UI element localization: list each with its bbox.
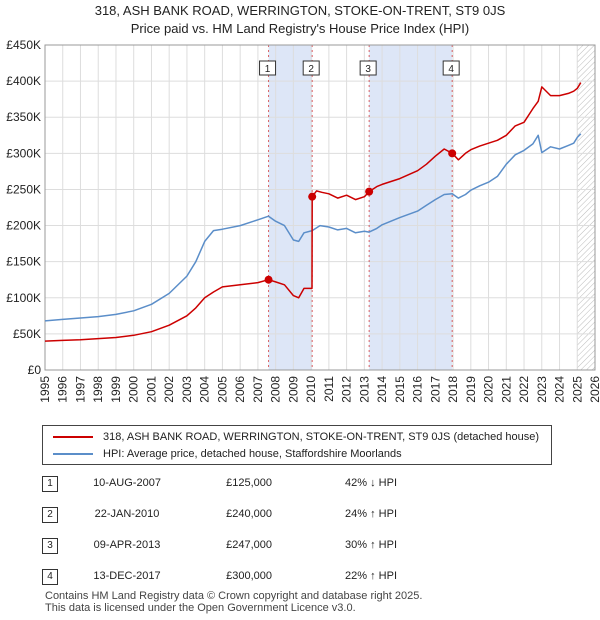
sale-row: 1 10-AUG-2007 £125,000 42% ↓ HPI: [42, 472, 562, 503]
x-tick-label: 2017: [428, 376, 442, 403]
sale-label-box: [359, 60, 377, 76]
x-tick-label: 2012: [340, 376, 354, 403]
sale-price: £300,000: [226, 570, 272, 582]
sale-price: £247,000: [226, 539, 272, 551]
price-chart: £0 £50K £100K £150K £200K £250K £300K £350K £400…: [6, 38, 600, 403]
y-tick-label: £400K: [6, 74, 41, 88]
x-tick-label: 2001: [144, 376, 158, 403]
sale-date: 13-DEC-2017: [93, 570, 161, 582]
sale-hpi-change: 30% ↑ HPI: [345, 539, 397, 551]
sale-series-line: [44, 82, 582, 342]
sale-price: £125,000: [226, 477, 272, 489]
sale-label-number: 3: [365, 64, 371, 75]
x-tick-label: 1997: [73, 376, 87, 403]
x-tick-label: 2009: [286, 376, 300, 403]
legend-swatch-hpi: [53, 453, 93, 455]
y-tick-label: £100K: [6, 291, 41, 305]
y-tick-label: £50K: [13, 327, 41, 341]
x-tick-label: 2024: [553, 376, 567, 403]
footer: Contains HM Land Registry data © Crown c…: [45, 590, 422, 614]
x-tick-label: 2006: [233, 376, 247, 403]
x-tick-label: 2021: [499, 376, 513, 403]
x-tick-label: 2010: [304, 376, 318, 403]
sale-number: 4: [42, 569, 58, 585]
sale-point: [308, 192, 317, 201]
sale-point: [264, 275, 273, 284]
sale-label-box: [442, 60, 460, 76]
y-tick-label: £150K: [6, 255, 41, 269]
x-tick-label: 2016: [411, 376, 425, 403]
sale-label-box: [259, 60, 277, 76]
x-tick-label: 2008: [269, 376, 283, 403]
x-tick-label: 1998: [91, 376, 105, 403]
sale-row: 3 09-APR-2013 £247,000 30% ↑ HPI: [42, 534, 562, 565]
legend-item-sale: 318, ASH BANK ROAD, WERRINGTON, STOKE-ON…: [53, 429, 539, 445]
legend: 318, ASH BANK ROAD, WERRINGTON, STOKE-ON…: [42, 425, 552, 465]
legend-label-hpi: HPI: Average price, detached house, Staf…: [103, 448, 402, 460]
x-tick-label: 2011: [322, 376, 336, 402]
sale-hpi-change: 42% ↓ HPI: [345, 477, 397, 489]
legend-label-sale: 318, ASH BANK ROAD, WERRINGTON, STOKE-ON…: [103, 431, 540, 443]
x-tick-label: 2020: [482, 376, 496, 403]
x-tick-label: 2023: [535, 376, 549, 403]
x-tick-label: 2019: [464, 376, 478, 403]
footer-copyright: Contains HM Land Registry data © Crown c…: [45, 590, 423, 602]
x-tick-label: 2026: [588, 376, 600, 403]
sale-hpi-change: 22% ↑ HPI: [345, 570, 397, 582]
forecast-hatch: [577, 45, 595, 370]
sale-date: 10-AUG-2007: [93, 477, 161, 489]
sale-row: 4 13-DEC-2017 £300,000 22% ↑ HPI: [42, 565, 562, 596]
x-tick-label: 2005: [215, 376, 229, 403]
x-tick-label: 2004: [198, 376, 212, 403]
sale-point: [365, 187, 374, 196]
y-tick-label: £350K: [6, 110, 41, 124]
x-tick-label: 2013: [357, 376, 371, 403]
sale-period-shade: [369, 45, 453, 370]
sale-number: 3: [42, 538, 58, 554]
legend-item-hpi: HPI: Average price, detached house, Staf…: [53, 446, 402, 462]
x-tick-label: 2000: [127, 376, 141, 403]
hpi-series-line: [44, 133, 582, 322]
sale-hpi-change: 24% ↑ HPI: [345, 508, 397, 520]
legend-swatch-sale: [53, 436, 93, 438]
x-tick-label: 2015: [393, 376, 407, 403]
y-tick-label: £300K: [6, 146, 41, 160]
plot-frame: [44, 44, 596, 371]
y-tick-label: £0: [28, 363, 42, 377]
footer-licence: This data is licensed under the Open Gov…: [45, 602, 356, 614]
sale-label-number: 2: [308, 64, 314, 75]
sale-number: 1: [42, 476, 58, 492]
x-tick-label: 2018: [446, 376, 460, 403]
sale-period-shade: [268, 45, 313, 370]
x-tick-label: 1996: [56, 376, 70, 403]
y-tick-label: £250K: [6, 182, 41, 196]
chart-title: 318, ASH BANK ROAD, WERRINGTON, STOKE-ON…: [94, 3, 506, 18]
x-tick-label: 2025: [570, 376, 584, 403]
sale-label-number: 4: [448, 64, 454, 75]
x-tick-label: 1995: [38, 376, 52, 403]
y-tick-label: £450K: [6, 38, 41, 52]
sale-point: [448, 149, 457, 158]
x-tick-label: 1999: [109, 376, 123, 403]
x-tick-label: 2007: [251, 376, 265, 403]
sale-date: 22-JAN-2010: [94, 508, 160, 520]
x-tick-label: 2014: [375, 376, 389, 403]
x-tick-label: 2022: [517, 376, 531, 403]
chart-subtitle: Price paid vs. HM Land Registry's House …: [130, 21, 470, 36]
sale-label-box: [302, 60, 320, 76]
sale-number: 2: [42, 507, 58, 523]
y-tick-label: £200K: [6, 219, 41, 233]
x-tick-label: 2003: [180, 376, 194, 403]
sale-row: 2 22-JAN-2010 £240,000 24% ↑ HPI: [42, 503, 562, 534]
sale-price: £240,000: [226, 508, 272, 520]
x-tick-label: 2002: [162, 376, 176, 403]
sale-label-number: 1: [265, 64, 271, 75]
sale-date: 09-APR-2013: [93, 539, 161, 551]
sales-table: 1 10-AUG-2007 £125,000 42% ↓ HPI 2 22-JA…: [42, 472, 562, 596]
